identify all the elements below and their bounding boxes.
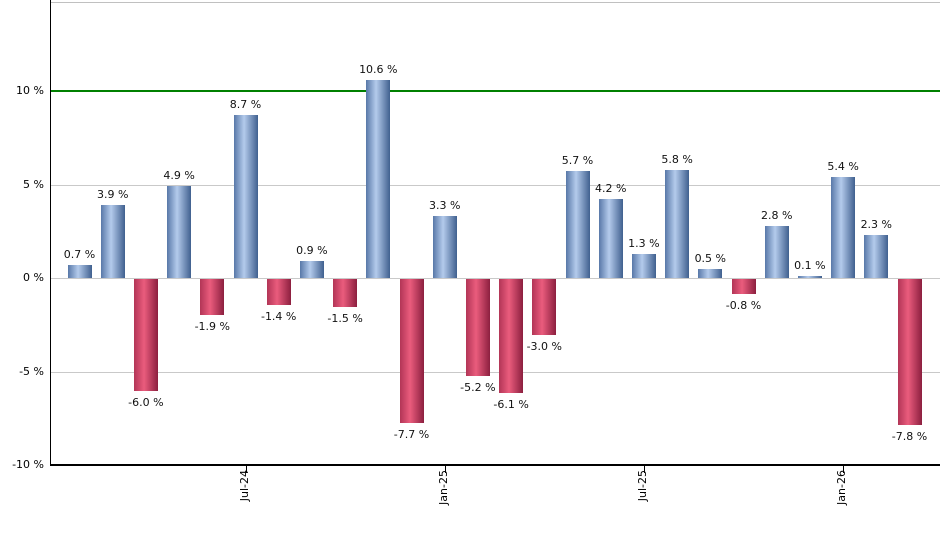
x-axis-line [50, 464, 940, 466]
bar-value-label: 3.9 % [96, 188, 129, 202]
bar-Feb-24 [67, 264, 92, 278]
reference-line-10pct [50, 90, 940, 92]
y-axis-tick-label: 0 % [23, 271, 44, 284]
bar-value-label: 0.9 % [296, 244, 328, 258]
bar-Mar-24 [100, 205, 125, 278]
x-axis-tick-label: Jan-25 [436, 470, 450, 505]
bar-Jan-25 [432, 216, 457, 278]
bar-Apr-25 [532, 279, 557, 336]
x-axis-tick-label: Jul-25 [635, 470, 649, 502]
bar-Dec-25 [797, 276, 822, 278]
bar-Jun-25 [598, 199, 623, 278]
bar-Oct-25 [731, 279, 756, 294]
bar-Nov-24 [366, 79, 391, 278]
bar-value-label: -1.9 % [194, 319, 230, 333]
y-axis-tick-label: 5 % [23, 177, 44, 191]
bar-Feb-25 [465, 279, 490, 377]
y-axis-tick-label: 10 % [16, 84, 44, 97]
bar-Aug-24 [266, 279, 291, 306]
bar-Aug-25 [665, 169, 690, 278]
bar-Jul-24 [233, 115, 258, 278]
bar-value-label: 5.8 % [661, 152, 693, 166]
bar-Jan-26 [831, 177, 856, 278]
bar-value-label: -6.1 % [493, 398, 529, 412]
x-axis-tick [843, 466, 845, 473]
bar-value-label: 2.8 % [760, 208, 793, 222]
bar-value-label: 3.3 % [428, 199, 461, 213]
bar-value-label: -1.4 % [260, 310, 297, 324]
bar-value-label: -7.8 % [891, 429, 928, 443]
bar-value-label: 0.5 % [694, 251, 727, 265]
gridline [50, 371, 940, 373]
bar-value-label: 5.4 % [827, 160, 859, 174]
bar-Jun-24 [200, 279, 225, 315]
bar-Nov-25 [764, 225, 789, 278]
x-axis-tick [245, 466, 247, 473]
bar-Mar-26 [897, 279, 922, 425]
bar-value-label: 1.3 % [628, 236, 660, 250]
y-axis-line [50, 0, 51, 466]
bar-value-label: 4.2 % [594, 182, 627, 196]
bar-Mar-25 [499, 279, 524, 394]
bar-value-label: 5.7 % [561, 154, 594, 168]
bar-value-label: -6.0 % [128, 396, 164, 410]
gridline [50, 278, 940, 279]
x-axis-tick [444, 466, 446, 473]
bar-value-label: 4.9 % [163, 169, 195, 183]
x-axis-tick [643, 466, 645, 473]
bar-Sep-24 [299, 261, 324, 278]
x-axis-tick-label: Jan-26 [835, 470, 849, 505]
bar-Oct-24 [333, 279, 358, 308]
bar-value-label: 10.6 % [359, 62, 398, 76]
x-axis-tick-label: Jul-24 [237, 470, 251, 502]
bar-value-label: -3.0 % [526, 340, 562, 354]
bar-May-24 [167, 186, 192, 278]
bar-value-label: -7.7 % [393, 427, 430, 441]
bar-value-label: -0.8 % [725, 298, 762, 312]
y-axis-tick-label: -5 % [19, 364, 44, 378]
bar-value-label: 0.1 % [794, 259, 826, 273]
bar-Jul-25 [631, 253, 656, 278]
y-axis-tick-label: -10 % [12, 458, 44, 471]
bar-value-label: -5.2 % [460, 381, 496, 395]
plot-top-border [50, 2, 940, 3]
bar-Sep-25 [698, 268, 723, 278]
bar-Feb-26 [864, 234, 889, 278]
bar-value-label: -1.5 % [327, 312, 363, 326]
gridline [50, 184, 940, 186]
bar-Dec-24 [399, 279, 424, 423]
bar-value-label: 2.3 % [860, 217, 893, 231]
bar-value-label: 0.7 % [63, 247, 96, 261]
bar-Apr-24 [133, 279, 158, 392]
bar-May-25 [565, 171, 590, 278]
bar-value-label: 8.7 % [229, 98, 262, 112]
